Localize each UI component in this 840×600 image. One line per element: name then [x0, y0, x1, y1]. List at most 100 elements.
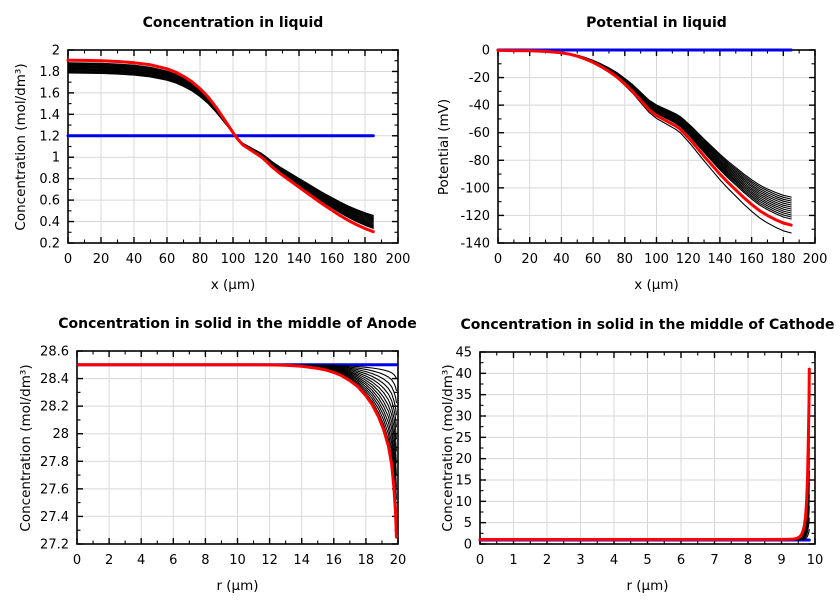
x-tick-label: 140 [287, 252, 312, 267]
x-tick-label: 7 [710, 553, 718, 568]
x-axis-label: x (µm) [210, 277, 256, 293]
x-tick-label: 160 [320, 252, 345, 267]
x-tick-label: 100 [644, 252, 669, 267]
y-tick-label: 0.6 [39, 194, 60, 209]
x-tick-label: 12 [261, 553, 278, 568]
y-tick-label: -40 [469, 99, 490, 114]
y-tick-label: 28 [52, 427, 69, 442]
x-tick-label: 140 [707, 252, 732, 267]
x-tick-label: 18 [358, 553, 375, 568]
y-tick-label: 0 [464, 538, 472, 553]
plot-area-concentration-liquid: 0 20 40 60 80 100 120 140 160 180 200 0.2 0.4 0.6 0.8 1… [39, 44, 411, 268]
x-tick-label: 10 [229, 553, 246, 568]
x-tick-label: 60 [585, 252, 602, 267]
y-tick-label: 27.6 [40, 482, 69, 497]
y-tick-label: 1.6 [39, 86, 60, 101]
x-tick-label: 8 [744, 553, 752, 568]
y-tick-label: 30 [455, 410, 472, 425]
plot-area-solid-anode: 0 2 4 6 8 10 12 14 16 18 20 27.2 27.4 27.6 27.8 28 28.2 2… [40, 345, 407, 569]
chart-solid-anode: Concentration in solid in the middle of … [0, 300, 420, 600]
series-time-family [479, 459, 810, 541]
x-tick-label: 10 [807, 553, 824, 568]
y-tick-label: 0.8 [39, 172, 60, 187]
x-tick-label: 0 [494, 252, 502, 267]
y-tick-label: 28.2 [40, 400, 69, 415]
y-tick-label: 1 [52, 151, 60, 166]
series-time-family [67, 72, 374, 216]
y-tick-label: 0 [482, 44, 490, 59]
y-tick-label: -60 [469, 126, 490, 141]
x-tick-label: 6 [677, 553, 685, 568]
chart-title: Potential in liquid [586, 15, 727, 31]
x-tick-label: 60 [159, 252, 176, 267]
x-tick-label: 0 [64, 252, 72, 267]
x-tick-label: 180 [771, 252, 796, 267]
x-tick-label: 4 [137, 553, 145, 568]
series-time-family [479, 400, 810, 541]
series-final-time [478, 367, 811, 541]
x-tick-label: 200 [803, 252, 828, 267]
y-tick-label: -140 [460, 237, 490, 252]
chart-solid-cathode: Concentration in solid in the middle of … [420, 300, 840, 600]
x-tick-label: 120 [254, 252, 279, 267]
y-tick-label: 0.2 [39, 237, 60, 252]
x-tick-label: 120 [676, 252, 701, 267]
x-tick-label: 3 [576, 553, 584, 568]
x-tick-label: 40 [553, 252, 570, 267]
x-tick-label: 2 [105, 553, 113, 568]
series-time-family [479, 447, 810, 541]
plot-area-potential-liquid: 0 20 40 60 80 100 120 140 160 180 200 0 -20 -40 -60 -80… [460, 44, 828, 268]
y-tick-label: 28.4 [40, 372, 69, 387]
series-time-family [479, 389, 810, 541]
x-tick-label: 80 [617, 252, 634, 267]
x-tick-label: 160 [739, 252, 764, 267]
x-tick-label: 16 [326, 553, 343, 568]
chart-title: Concentration in solid in the middle of … [58, 316, 417, 332]
y-tick-label: 27.4 [40, 510, 69, 525]
x-tick-label: 20 [521, 252, 538, 267]
y-tick-label: 15 [455, 474, 472, 489]
x-tick-label: 1 [509, 553, 517, 568]
x-tick-label: 8 [201, 553, 209, 568]
x-tick-label: 0 [476, 553, 484, 568]
y-tick-label: -120 [460, 209, 490, 224]
x-tick-label: 20 [390, 553, 407, 568]
y-tick-label: 40 [455, 367, 472, 382]
x-tick-label: 4 [610, 553, 618, 568]
chart-title: Concentration in solid in the middle of … [460, 317, 835, 333]
series-final-time [66, 58, 375, 234]
x-tick-label: 20 [93, 252, 110, 267]
series-time-family [479, 435, 810, 541]
y-tick-label: 27.8 [40, 455, 69, 470]
y-tick-label: -100 [460, 181, 490, 196]
x-tick-label: 100 [221, 252, 246, 267]
x-tick-label: 5 [643, 553, 651, 568]
x-tick-label: 80 [192, 252, 209, 267]
x-tick-label: 2 [543, 553, 551, 568]
x-tick-label: 180 [353, 252, 378, 267]
y-tick-label: 2 [52, 44, 60, 59]
y-tick-label: 28.6 [40, 345, 69, 360]
y-tick-label: 25 [455, 431, 472, 446]
y-tick-label: 45 [455, 346, 472, 361]
y-tick-label: 0.4 [39, 215, 60, 230]
y-tick-label: 5 [464, 516, 472, 531]
y-tick-label: 27.2 [40, 538, 69, 553]
series-time-family [479, 470, 810, 541]
y-tick-label: 1.8 [39, 65, 60, 80]
chart-title: Concentration in liquid [142, 15, 324, 31]
x-tick-label: 0 [73, 553, 81, 568]
chart-potential-liquid: Potential in liquid Potential (mV) 0 20 40… [420, 0, 840, 300]
series-final-time [77, 363, 398, 539]
x-tick-label: 14 [293, 553, 310, 568]
chart-concentration-liquid: Concentration in liquid Concentration (m… [0, 0, 420, 300]
x-tick-label: 200 [386, 252, 411, 267]
series-time-family [479, 482, 810, 541]
y-tick-label: 1.4 [39, 108, 60, 123]
y-tick-label: 1.2 [39, 129, 60, 144]
x-tick-label: 6 [169, 553, 177, 568]
x-tick-label: 40 [126, 252, 143, 267]
y-tick-label: 20 [455, 452, 472, 467]
